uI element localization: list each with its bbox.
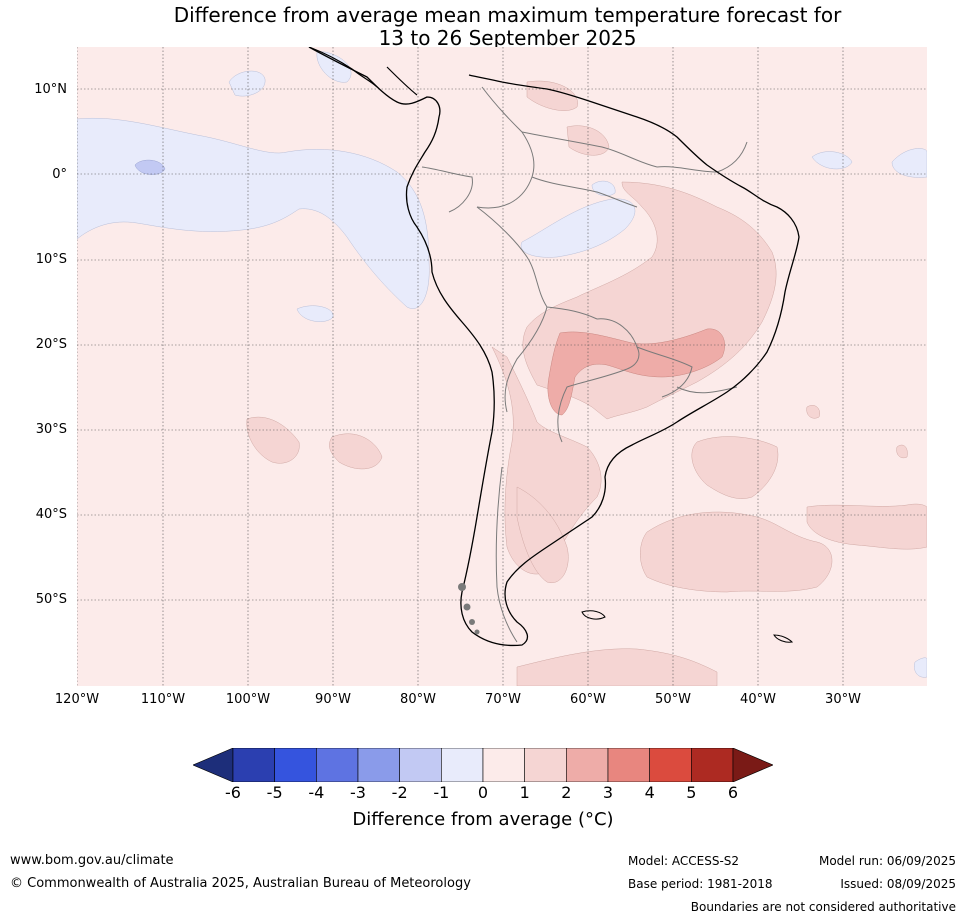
map-gridlines	[77, 47, 927, 686]
colorbar-cell	[274, 748, 317, 782]
model-run-text: Model run: 06/09/2025	[818, 854, 956, 868]
colorbar-tick-label: 1	[519, 783, 530, 802]
lon-label-80w: 80°W	[400, 692, 436, 707]
falkland-islands	[581, 610, 606, 620]
lon-label-90w: 90°W	[315, 692, 351, 707]
colorbar-tick-label: -6	[225, 783, 241, 802]
lat-label-40s: 40°S	[35, 507, 67, 522]
colorbar-cell	[232, 748, 275, 782]
website-link[interactable]: www.bom.gov.au/climate	[10, 853, 174, 868]
lon-label-30w: 30°W	[825, 692, 861, 707]
cool-mid-patch	[134, 159, 166, 175]
lat-label-50s: 50°S	[35, 592, 67, 607]
colorbar-tick-label: -3	[350, 783, 366, 802]
lat-label-30s: 30°S	[35, 422, 67, 437]
lat-label-0: 0°	[52, 167, 67, 182]
colorbar-label: Difference from average (°C)	[352, 809, 614, 830]
lon-label-50w: 50°W	[655, 692, 691, 707]
colorbar-cell	[399, 748, 442, 782]
colorbar-cell	[482, 748, 525, 782]
colorbar-tick-label: -4	[308, 783, 325, 802]
title-line-1: Difference from average mean maximum tem…	[173, 3, 842, 27]
colorbar-tick-label: 2	[561, 783, 572, 802]
lon-label-70w: 70°W	[485, 692, 521, 707]
central-america-coast	[308, 47, 418, 96]
lat-label-10n: 10°N	[34, 82, 67, 97]
warm-mid-patch	[547, 328, 725, 416]
map-title: Difference from average mean maximum tem…	[0, 4, 965, 50]
lat-label-20s: 20°S	[35, 337, 67, 352]
lon-label-40w: 40°W	[740, 692, 776, 707]
colorbar-extend-high	[732, 748, 773, 782]
colorbar	[193, 748, 773, 782]
lon-label-110w: 110°W	[140, 692, 186, 707]
chile-islands	[458, 583, 480, 635]
lon-label-120w: 120°W	[54, 692, 100, 707]
colorbar-tick-label: 6	[727, 783, 739, 802]
cool-anomaly-regions	[77, 51, 927, 678]
title-line-2: 13 to 26 September 2025	[378, 26, 637, 50]
base-period-text: Base period: 1981-2018	[628, 877, 773, 891]
colorbar-tick-label: -2	[391, 783, 408, 802]
colorbar-cell	[524, 748, 567, 782]
colorbar-extend-low	[193, 748, 234, 782]
forecast-map	[77, 47, 927, 686]
colorbar-cell	[566, 748, 609, 782]
colorbar-cell	[649, 748, 692, 782]
colorbar-cell	[316, 748, 359, 782]
colorbar-cell	[607, 748, 650, 782]
model-text: Model: ACCESS-S2	[628, 854, 740, 868]
colorbar-tick-label: 4	[644, 783, 655, 802]
south-georgia	[773, 634, 794, 643]
colorbar-cell	[357, 748, 400, 782]
colorbar-tick-label: -5	[266, 783, 283, 802]
country-borders	[421, 86, 748, 643]
issued-text: Issued: 08/09/2025	[840, 877, 956, 891]
lon-label-60w: 60°W	[570, 692, 606, 707]
copyright-text: © Commonwealth of Australia 2025, Austra…	[10, 876, 471, 891]
colorbar-tick-label: 5	[686, 783, 697, 802]
colorbar-tick-label: 3	[602, 783, 614, 802]
lon-label-100w: 100°W	[225, 692, 271, 707]
south-america-coastline	[308, 47, 800, 647]
disclaimer-text: Boundaries are not considered authoritat…	[690, 900, 956, 914]
colorbar-cell	[691, 748, 734, 782]
colorbar-cell	[441, 748, 484, 782]
map-canvas	[77, 47, 927, 686]
colorbar-tick-label: 0	[477, 783, 489, 802]
colorbar-tick-label: -1	[433, 783, 450, 802]
lat-label-10s: 10°S	[35, 252, 67, 267]
